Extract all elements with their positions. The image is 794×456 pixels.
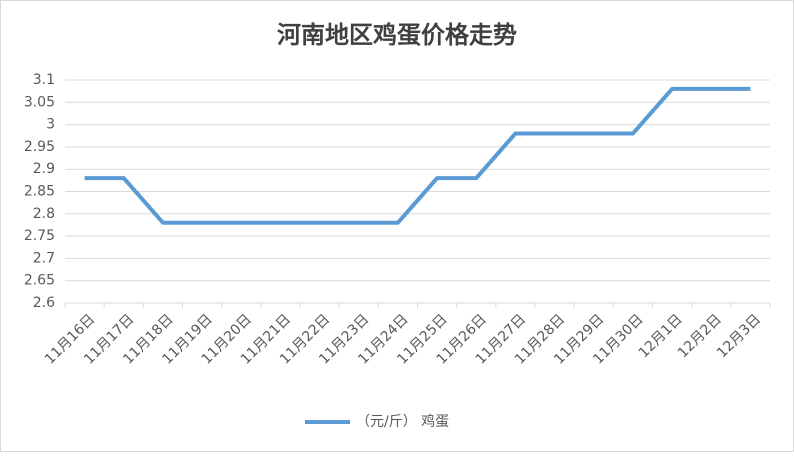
y-tick-label: 2.6: [33, 295, 55, 311]
y-tick-label: 2.8: [33, 206, 55, 222]
y-tick-label: 2.9: [33, 161, 55, 177]
y-tick-label: 3: [46, 117, 55, 133]
y-tick-label: 3.1: [33, 72, 55, 88]
chart-title: 河南地区鸡蛋价格走势: [277, 21, 517, 49]
y-tick-label: 2.65: [24, 273, 55, 289]
y-tick-label: 2.85: [24, 184, 55, 200]
y-tick-label: 2.7: [33, 250, 55, 266]
y-tick-label: 2.95: [24, 139, 55, 155]
y-tick-label: 2.75: [24, 228, 55, 244]
y-tick-label: 3.05: [24, 94, 55, 110]
legend-label: （元/斤） 鸡蛋: [356, 413, 449, 430]
series-line: [84, 86, 751, 225]
